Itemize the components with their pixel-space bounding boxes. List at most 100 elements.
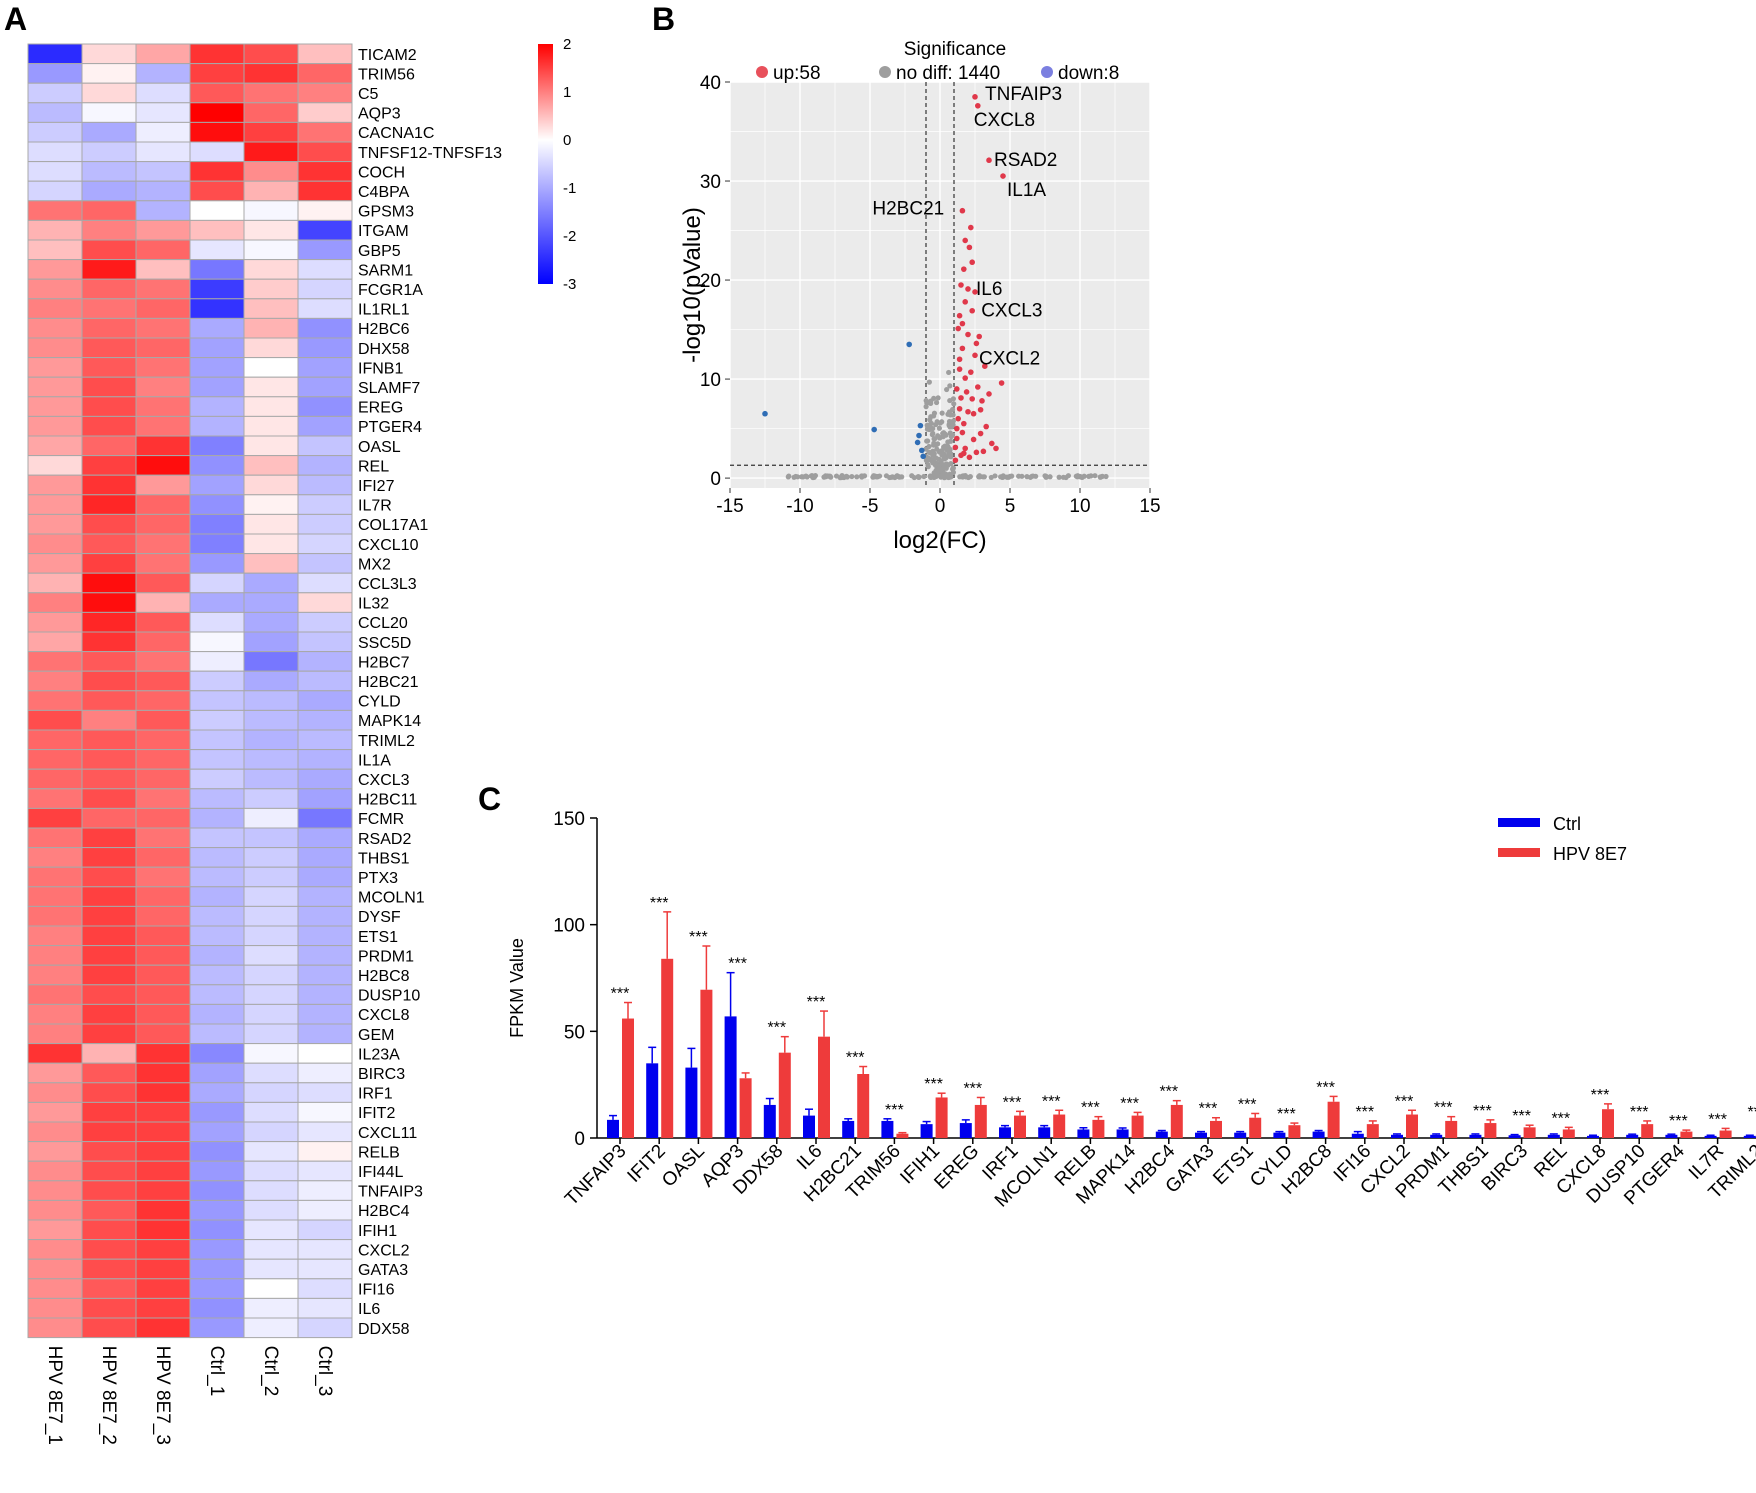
point-nodiff bbox=[1075, 473, 1081, 479]
heatmap-cell bbox=[243, 82, 299, 104]
point-up bbox=[969, 396, 975, 402]
heatmap-cell bbox=[243, 415, 299, 437]
significance-label: *** bbox=[1316, 1079, 1335, 1096]
heatmap-cell bbox=[189, 278, 245, 300]
heatmap-cell bbox=[27, 1317, 83, 1339]
heatmap-cell bbox=[297, 396, 353, 417]
heatmap-cell bbox=[27, 592, 83, 613]
heatmap-cell bbox=[27, 1239, 83, 1260]
point-nodiff bbox=[874, 473, 880, 480]
point-up bbox=[973, 340, 980, 347]
heatmap-cell bbox=[81, 1121, 137, 1143]
significance-label: *** bbox=[650, 895, 669, 912]
point-up bbox=[972, 289, 978, 295]
heatmap-cell bbox=[81, 1141, 137, 1162]
heatmap-cell bbox=[297, 1180, 353, 1201]
heatmap-cell bbox=[189, 180, 245, 202]
heatmap-cell bbox=[297, 1239, 353, 1260]
bar-hpv bbox=[1092, 1119, 1105, 1138]
heatmap-cell bbox=[81, 357, 137, 378]
heatmap-cell bbox=[297, 553, 353, 574]
point-nodiff bbox=[1024, 474, 1030, 480]
heatmap-row-label: IL1A bbox=[358, 752, 391, 769]
x-tick-label: -5 bbox=[862, 496, 879, 517]
heatmap-cell bbox=[243, 1219, 299, 1241]
point-nodiff bbox=[937, 420, 943, 426]
significance-label: *** bbox=[1434, 1100, 1453, 1117]
heatmap-cell bbox=[243, 121, 299, 143]
heatmap-cell bbox=[135, 886, 191, 907]
heatmap-row-label: IFNB1 bbox=[358, 360, 403, 377]
heatmap-cell bbox=[297, 1199, 353, 1221]
heatmap-cell bbox=[243, 259, 299, 280]
heatmap-cell bbox=[189, 670, 245, 692]
y-tick-label: 40 bbox=[700, 73, 721, 94]
heatmap-cell bbox=[189, 415, 245, 437]
point-down bbox=[920, 453, 926, 460]
point-up bbox=[973, 449, 980, 456]
heatmap-cell bbox=[243, 180, 299, 202]
heatmap-row-label: IFIH1 bbox=[358, 1223, 397, 1240]
heatmap-row-label: H2BC6 bbox=[358, 321, 410, 338]
legend-marker bbox=[756, 66, 768, 78]
heatmap-cell bbox=[81, 494, 137, 515]
heatmap-row-label: SARM1 bbox=[358, 262, 413, 279]
heatmap-cell bbox=[27, 709, 83, 731]
heatmap-cell bbox=[189, 945, 245, 966]
heatmap-cell bbox=[297, 1141, 353, 1162]
category-label: OASL bbox=[658, 1141, 709, 1192]
point-nodiff bbox=[1019, 473, 1025, 479]
heatmap-cell bbox=[81, 1180, 137, 1201]
heatmap-cell bbox=[81, 709, 137, 731]
heatmap-cell bbox=[243, 161, 299, 182]
heatmap-cell bbox=[243, 827, 299, 849]
point-up bbox=[958, 282, 964, 288]
point-up bbox=[989, 440, 995, 447]
y-tick-label: 150 bbox=[553, 809, 585, 830]
heatmap-row-label: CXCL2 bbox=[358, 1242, 410, 1259]
heatmap-cell bbox=[135, 455, 191, 476]
heatmap-row-label: FCMR bbox=[358, 811, 404, 828]
significance-label: *** bbox=[1120, 1095, 1139, 1112]
point-up bbox=[955, 325, 961, 332]
point-nodiff bbox=[946, 453, 952, 459]
point-up bbox=[977, 406, 984, 413]
heatmap-cell bbox=[81, 611, 137, 633]
bar-hpv bbox=[1249, 1117, 1262, 1138]
heatmap-row-label: TRIML2 bbox=[358, 733, 415, 750]
heatmap-cell bbox=[135, 396, 191, 417]
point-up bbox=[961, 266, 967, 272]
point-nodiff bbox=[942, 431, 948, 437]
heatmap-row-label: DUSP10 bbox=[358, 988, 420, 1005]
heatmap-row-label: TICAM2 bbox=[358, 47, 417, 64]
bar-ctrl bbox=[685, 1067, 698, 1138]
heatmap-row-label: AQP3 bbox=[358, 106, 401, 123]
heatmap-cell bbox=[81, 513, 137, 535]
heatmap-row-label: H2BC8 bbox=[358, 968, 410, 985]
heatmap-cell bbox=[189, 611, 245, 633]
legend-label: no diff: 1440 bbox=[896, 63, 1000, 84]
colorbar-gradient bbox=[538, 44, 553, 284]
heatmap-cell bbox=[243, 611, 299, 633]
heatmap-cell bbox=[243, 807, 299, 829]
point-up bbox=[980, 448, 987, 455]
heatmap-cell bbox=[135, 435, 191, 457]
heatmap-cell bbox=[27, 533, 83, 555]
heatmap-cell bbox=[81, 1239, 137, 1260]
x-tick-label: 10 bbox=[1069, 496, 1090, 517]
point-nodiff bbox=[1043, 473, 1049, 479]
heatmap-cell bbox=[189, 631, 245, 653]
heatmap-cell bbox=[243, 1101, 299, 1123]
heatmap-cell bbox=[81, 317, 137, 339]
heatmap-cell bbox=[243, 729, 299, 751]
heatmap-cell bbox=[27, 611, 83, 633]
heatmap-row-label: C5 bbox=[358, 86, 379, 103]
point-nodiff bbox=[950, 465, 956, 471]
bar-ctrl bbox=[920, 1124, 933, 1138]
heatmap-row-label: CYLD bbox=[358, 694, 401, 711]
heatmap-row-label: DDX58 bbox=[358, 1321, 410, 1338]
heatmap-cell bbox=[135, 1219, 191, 1241]
heatmap-cell bbox=[297, 1101, 353, 1123]
significance-label: *** bbox=[1591, 1087, 1610, 1104]
heatmap-cell bbox=[297, 259, 353, 280]
